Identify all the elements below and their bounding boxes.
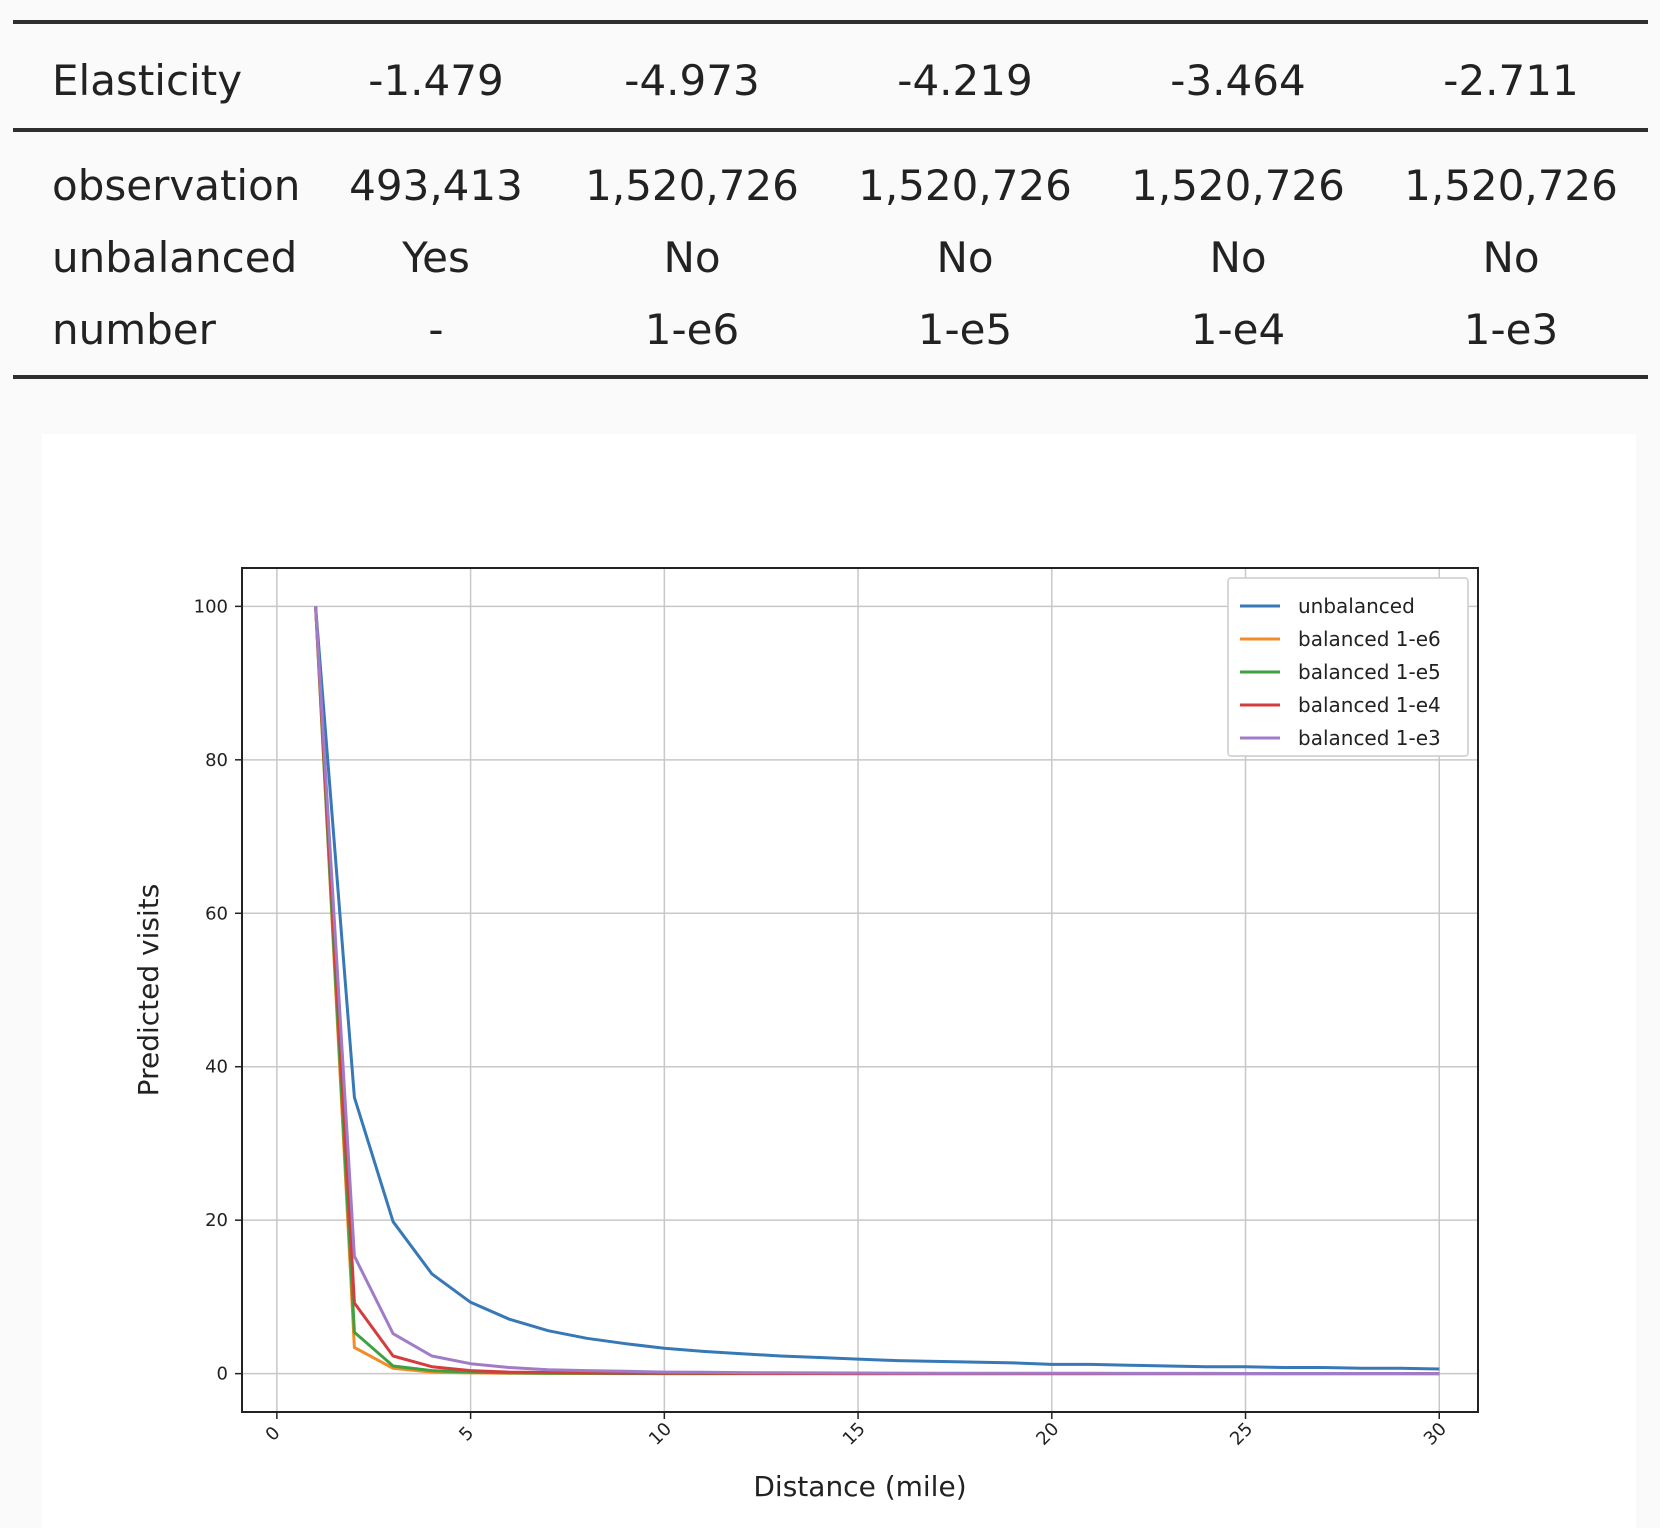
- y-tick-label: 100: [194, 596, 228, 617]
- table-header-cell: -2.711: [1443, 56, 1579, 105]
- y-tick-label: 20: [205, 1210, 228, 1231]
- table-header-label: Elasticity: [52, 56, 243, 105]
- x-tick-label: 10: [645, 1419, 676, 1450]
- table-row-label: number: [52, 305, 216, 354]
- table-cell: 1-e3: [1463, 305, 1559, 354]
- y-tick-label: 0: [217, 1364, 228, 1385]
- table-cell: No: [936, 233, 994, 282]
- series-line: [314, 606, 1440, 1371]
- table-cell: 1-e4: [1190, 305, 1286, 354]
- legend-label: balanced 1-e5: [1298, 660, 1441, 684]
- x-tick-label: 30: [1420, 1419, 1451, 1450]
- x-tick-label: 25: [1226, 1419, 1257, 1450]
- x-tick-label: 15: [839, 1419, 870, 1450]
- y-axis-title: Predicted visits: [132, 884, 165, 1097]
- y-tick-label: 80: [205, 750, 228, 771]
- table-cell: No: [1482, 233, 1540, 282]
- x-axis-title: Distance (mile): [753, 1470, 966, 1503]
- line-chart: 0 20 40 60 80 100 0 5 10 15 20 25 30 Distance (mile) P…: [132, 567, 1479, 1503]
- table-cell: No: [663, 233, 721, 282]
- plot-frame: [241, 567, 1479, 1413]
- table-cell: 1,520,726: [585, 161, 799, 210]
- chart-card: 0 20 40 60 80 100 0 5 10 15 20 25 30 Distance (mile) P…: [42, 434, 1636, 1528]
- table-cell: 1,520,726: [1131, 161, 1345, 210]
- table-header-cell: -4.973: [624, 56, 760, 105]
- x-tick-label: 5: [455, 1423, 478, 1446]
- table-bottom-rule: [13, 375, 1648, 379]
- y-tick-label: 40: [205, 1057, 228, 1078]
- table-cell: 1,520,726: [1404, 161, 1618, 210]
- table-header-rule: [13, 128, 1648, 132]
- x-tick-label: 0: [262, 1423, 285, 1446]
- legend-box: [1227, 577, 1469, 757]
- legend-label: balanced 1-e6: [1298, 627, 1441, 651]
- legend-label: balanced 1-e4: [1298, 693, 1441, 717]
- table-cell: 1-e6: [644, 305, 740, 354]
- table-top-rule: [13, 20, 1648, 24]
- table-header-cell: -4.219: [897, 56, 1033, 105]
- table-header-cell: -1.479: [368, 56, 504, 105]
- table-row-label: observation: [52, 161, 301, 210]
- table-cell: -: [428, 305, 444, 354]
- series-line: [314, 606, 1440, 1376]
- legend-label: balanced 1-e3: [1298, 726, 1441, 750]
- x-tick-label: 20: [1032, 1419, 1063, 1450]
- table-cell: 1-e5: [917, 305, 1013, 354]
- table-cell: No: [1209, 233, 1267, 282]
- table-cell: 1,520,726: [858, 161, 1072, 210]
- table-cell: Yes: [402, 233, 470, 282]
- y-tick-label: 60: [205, 903, 228, 924]
- legend-label: unbalanced: [1298, 594, 1415, 618]
- table-header-cell: -3.464: [1170, 56, 1306, 105]
- table-row-label: unbalanced: [52, 233, 298, 282]
- table-cell: 493,413: [349, 161, 523, 210]
